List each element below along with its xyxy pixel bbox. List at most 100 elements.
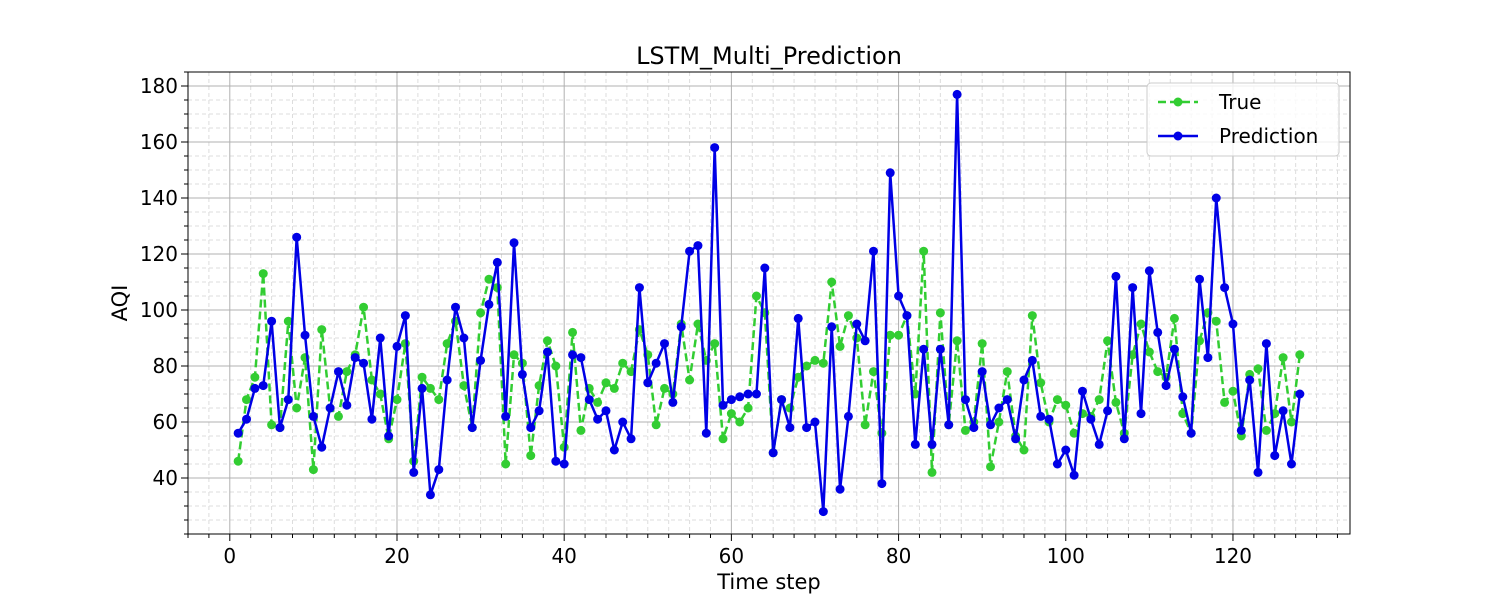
data-point-true [986,462,996,472]
data-point-prediction [1211,193,1221,203]
data-point-true [509,350,519,360]
data-point-prediction [459,333,469,343]
data-point-true [626,367,636,377]
data-point-true [417,372,427,382]
data-point-prediction [802,423,812,433]
y-tick-label: 80 [153,354,178,378]
data-point-true [400,339,410,349]
data-point-prediction [768,448,778,458]
data-point-prediction [618,417,628,427]
data-point-true [751,291,761,301]
data-point-true [868,367,878,377]
legend: True Prediction [1146,82,1340,157]
data-point-prediction [267,316,277,326]
data-point-prediction [1044,414,1054,424]
data-point-prediction [969,423,979,433]
y-tick-label: 120 [140,242,178,266]
data-point-prediction [668,397,678,407]
data-point-true [685,375,695,385]
data-point-prediction [1036,411,1046,421]
data-point-prediction [1144,266,1154,276]
data-point-true [1153,367,1163,377]
data-point-true [308,465,318,475]
data-point-prediction [325,403,335,413]
data-point-true [501,459,511,469]
data-point-prediction [944,420,954,430]
legend-prediction-label: Prediction [1219,124,1318,148]
legend-true-label: True [1218,90,1261,114]
data-point-true [977,339,987,349]
data-point-true [242,395,252,405]
data-point-true [1036,378,1046,388]
y-tick-label: 60 [153,410,178,434]
data-point-true [1027,311,1037,321]
data-point-true [342,367,352,377]
data-point-prediction [1261,339,1271,349]
data-point-true [1094,395,1104,405]
data-point-prediction [250,383,260,393]
data-point-true [802,361,812,371]
data-point-prediction [910,439,920,449]
data-point-true [718,434,728,444]
data-point-true [1169,313,1179,323]
data-point-prediction [1236,425,1246,435]
data-point-true [1295,350,1305,360]
x-axis-label: Time step [716,570,821,594]
x-tick-label: 40 [551,544,576,568]
chart-title: LSTM_Multi_Prediction [636,42,902,70]
data-point-true [1019,445,1029,455]
data-point-prediction [919,344,929,354]
data-point-prediction [693,241,703,251]
data-point-prediction [392,341,402,351]
x-tick-label: 20 [384,544,409,568]
data-point-prediction [835,484,845,494]
data-point-true [710,339,720,349]
data-point-prediction [685,246,695,256]
data-point-prediction [384,431,394,441]
data-point-true [1261,425,1271,435]
data-point-true [1069,428,1079,438]
data-point-prediction [927,439,937,449]
data-point-prediction [1052,459,1062,469]
y-tick-label: 140 [140,186,178,210]
data-point-prediction [342,400,352,410]
data-point-prediction [810,417,820,427]
data-point-prediction [1295,389,1305,399]
data-point-prediction [1203,353,1213,363]
x-axis-ticks: 0 20 40 60 80 100 120 [187,534,1338,568]
x-tick-label: 120 [1214,544,1252,568]
data-point-prediction [517,369,527,379]
data-point-prediction [1136,409,1146,419]
data-point-true [1228,386,1238,396]
data-point-prediction [476,355,486,365]
data-point-true [609,383,619,393]
data-point-prediction [283,395,293,405]
data-point-prediction [977,367,987,377]
data-point-prediction [643,378,653,388]
data-point-prediction [852,319,862,329]
data-point-prediction [275,423,285,433]
data-point-true [442,339,452,349]
data-point-true [367,375,377,385]
data-point-prediction [860,336,870,346]
data-point-prediction [417,383,427,393]
data-point-true [283,316,293,326]
data-point-prediction [1253,467,1263,477]
data-point-prediction [1119,434,1129,444]
data-point-true [568,327,578,337]
data-point-true [1220,397,1230,407]
data-point-prediction [1169,344,1179,354]
series-layer [233,89,1305,517]
data-point-prediction [601,406,611,416]
data-point-true [952,336,962,346]
data-point-prediction [1286,459,1296,469]
data-point-prediction [1094,439,1104,449]
data-point-true [392,395,402,405]
data-point-prediction [952,89,962,99]
data-point-true [267,420,277,430]
data-point-true [818,358,828,368]
data-point-true [618,358,628,368]
x-tick-label: 0 [223,544,236,568]
data-point-prediction [258,381,268,391]
data-point-prediction [542,347,552,357]
